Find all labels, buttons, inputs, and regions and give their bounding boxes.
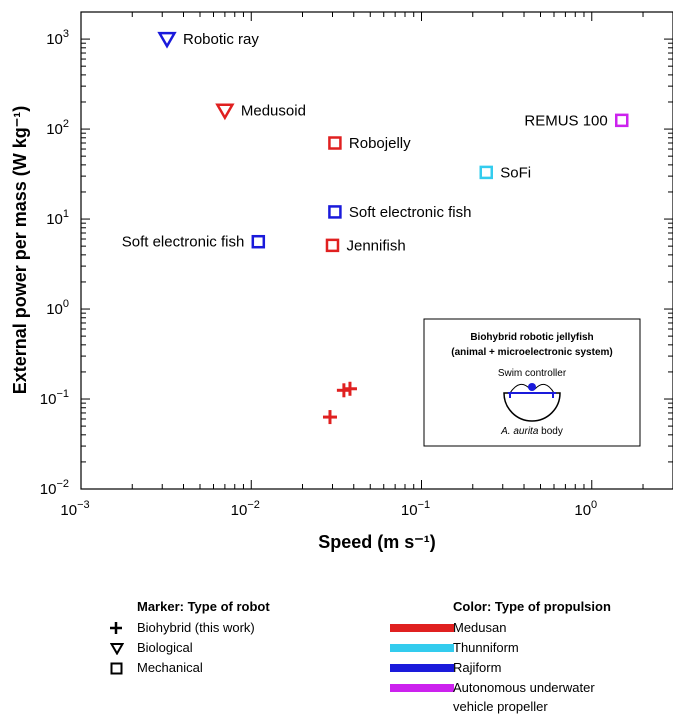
x-tick-label: 10−1 [401,499,430,519]
color-legend-item: Medusan [453,620,507,635]
point-label: Soft electronic fish [122,234,245,251]
x-axis-title: Speed (m s⁻¹) [318,532,436,552]
color-legend-title: Color: Type of propulsion [453,599,611,614]
data-point-labels: Robotic ray Medusoid Robojelly REMUS 100 SoF… [122,31,608,254]
marker-legend-item: Biohybrid (this work) [137,620,255,635]
y-tick-label: 100 [46,298,69,318]
y-tick-label: 10−1 [40,388,69,408]
plus-marker [322,410,337,425]
color-swatch-medusan [390,624,454,632]
triangle-marker [157,31,177,49]
y-axis-title: External power per mass (W kg⁻¹) [10,106,30,395]
point-label: Robojelly [349,135,411,152]
square-marker [328,205,342,219]
square-marker [251,234,266,249]
plus-marker [342,381,357,396]
y-tick-label: 101 [46,208,69,228]
y-tick-label: 103 [46,28,69,48]
jellyfish-icon [503,383,561,422]
marker-legend-title: Marker: Type of robot [137,599,270,614]
color-swatch-rajiform [390,664,454,672]
square-marker [614,113,629,128]
inset-title-line1: Biohybrid robotic jellyfish [470,332,593,343]
plus-icon [110,622,122,634]
square-icon [110,662,123,675]
color-legend-item: Autonomous underwater [453,680,595,695]
inset-title-line2: (animal + microelectronic system) [451,347,612,358]
point-label: Soft electronic fish [349,204,472,221]
color-legend-item-line2: vehicle propeller [453,699,548,714]
square-marker [325,238,340,253]
inset-box: Biohybrid robotic jellyfish (animal + mi… [423,318,641,447]
axis-ticks [80,11,673,490]
x-tick-label: 10−3 [60,499,89,519]
point-label: Jennifish [346,237,405,254]
triangle-down-icon [110,643,124,655]
inset-body-label: A. aurita body [500,426,563,437]
color-swatch-auv [390,684,454,692]
color-legend-item: Rajiform [453,660,502,675]
square-marker [328,136,342,150]
point-label: Robotic ray [183,31,259,48]
point-label: SoFi [500,164,531,181]
data-points [157,31,629,425]
color-legend-item: Thunniform [453,640,519,655]
marker-legend-item: Mechanical [137,660,203,675]
point-label: REMUS 100 [524,112,607,129]
color-swatch-thunniform [390,644,454,652]
marker-legend-item: Biological [137,640,193,655]
plot-frame [80,11,673,490]
inset-controller-label: Swim controller [498,368,567,379]
x-tick-label: 10−2 [231,499,260,519]
y-tick-label: 102 [46,118,69,138]
point-label: Medusoid [241,103,306,120]
y-tick-label: 10−2 [40,478,69,498]
triangle-marker [215,103,235,121]
x-tick-label: 100 [574,499,597,519]
square-marker [479,165,493,180]
